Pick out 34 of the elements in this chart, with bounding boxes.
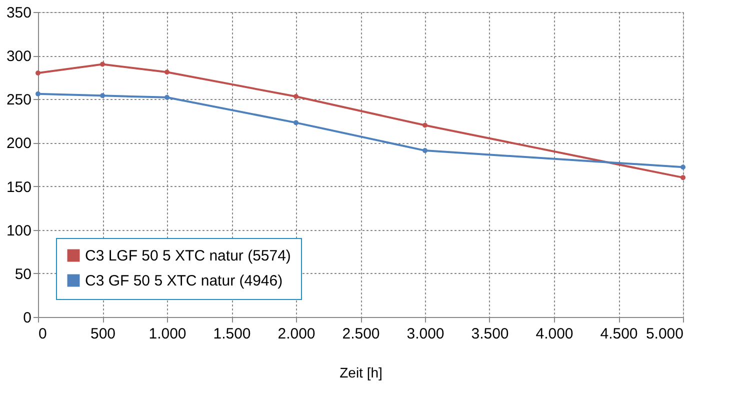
point [680, 175, 686, 180]
x-tick-label: 2.500 [342, 326, 380, 342]
point [36, 91, 40, 96]
x-tick-label: 0 [38, 326, 47, 342]
point [422, 148, 428, 154]
y-tick-label: 250 [6, 92, 32, 109]
x-tick-label: 2.000 [278, 326, 316, 342]
x-tick-label: 5.000 [646, 326, 684, 342]
y-tick-label: 0 [23, 310, 32, 326]
y-tick-label: 100 [6, 222, 32, 240]
y-tick-label: 150 [6, 178, 32, 196]
x-tick-label: 4.500 [600, 326, 638, 342]
y-tick-label: 300 [6, 48, 32, 66]
x-tick-label: 500 [90, 326, 116, 342]
point [294, 120, 298, 126]
legend-label: C3 GF 50 5 XTC natur (4946) [85, 272, 283, 290]
y-tick-label: 200 [6, 135, 32, 152]
point [422, 122, 428, 128]
x-tick-label: 3.000 [406, 326, 444, 342]
x-tick-label: 1.500 [213, 326, 251, 342]
point [100, 62, 105, 67]
y-tick-label: 350 [6, 4, 32, 22]
x-tick-label: 1.000 [148, 326, 186, 342]
point [36, 70, 40, 76]
point [100, 93, 105, 98]
point [164, 70, 170, 75]
point [164, 94, 170, 100]
point [294, 94, 298, 100]
y-tick-label: 50 [14, 266, 32, 283]
x-tick-label: 4.000 [536, 326, 574, 342]
x-tick-label: 3.500 [471, 326, 509, 342]
point [680, 164, 686, 170]
legend-label: C3 LGF 50 5 XTC natur (5574) [85, 248, 291, 264]
x-axis-title: Zeit [h] [340, 364, 382, 380]
